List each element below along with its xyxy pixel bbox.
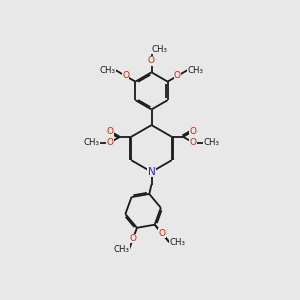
- Text: O: O: [148, 56, 155, 65]
- Text: CH₃: CH₃: [203, 138, 219, 147]
- Text: O: O: [106, 138, 113, 147]
- Text: O: O: [174, 71, 181, 80]
- Text: O: O: [158, 229, 166, 238]
- Text: O: O: [130, 234, 136, 243]
- Text: CH₃: CH₃: [84, 138, 100, 147]
- Text: CH₃: CH₃: [152, 45, 167, 54]
- Text: O: O: [122, 71, 129, 80]
- Text: O: O: [158, 229, 166, 238]
- Text: CH₃: CH₃: [113, 245, 129, 254]
- Text: O: O: [190, 138, 196, 147]
- Text: O: O: [190, 127, 196, 136]
- Text: CH₃: CH₃: [100, 66, 116, 75]
- Text: O: O: [106, 127, 113, 136]
- Text: CH₃: CH₃: [188, 66, 203, 75]
- Text: CH₃: CH₃: [169, 238, 185, 247]
- Text: CH₃: CH₃: [169, 238, 185, 247]
- Text: N: N: [148, 167, 155, 177]
